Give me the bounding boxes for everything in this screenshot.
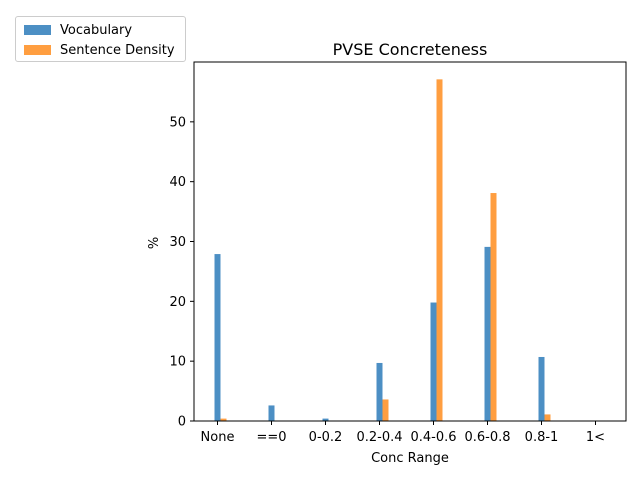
x-tick-label: 0-0.2 <box>309 430 343 445</box>
y-tick-label: 20 <box>169 295 186 310</box>
x-tick-label: 0.4-0.6 <box>410 430 456 445</box>
bar-sentence-density-5 <box>490 193 497 421</box>
bar-vocabulary-0 <box>214 254 221 421</box>
bar-vocabulary-3 <box>376 362 383 421</box>
x-tick-label: 0.8-1 <box>525 430 559 445</box>
y-tick-label: 40 <box>169 175 186 190</box>
legend-swatch-vocabulary <box>24 25 51 35</box>
legend-item-vocabulary: Vocabulary <box>24 22 132 38</box>
x-axis-label: Conc Range <box>371 451 449 466</box>
x-tick-label: None <box>201 430 235 445</box>
x-tick-label: 0.6-0.8 <box>464 430 510 445</box>
y-tick-label: 30 <box>169 235 186 250</box>
bar-vocabulary-4 <box>430 302 437 421</box>
bar-vocabulary-5 <box>484 246 491 421</box>
bar-vocabulary-6 <box>538 356 545 421</box>
bar-sentence-density-3 <box>382 399 389 421</box>
legend-label-sentence-density: Sentence Density <box>60 42 175 58</box>
bar-sentence-density-4 <box>436 79 443 421</box>
bar-sentence-density-0 <box>220 418 227 421</box>
x-tick-label: 0.2-0.4 <box>356 430 402 445</box>
bar-sentence-density-6 <box>544 414 551 421</box>
y-axis-label: % <box>147 237 162 249</box>
legend-label-vocabulary: Vocabulary <box>60 22 133 38</box>
bar-vocabulary-2 <box>322 418 329 421</box>
y-ticks-group: 0 10 20 30 40 50 <box>169 115 194 430</box>
legend-swatch-sentence-density <box>24 45 51 55</box>
y-tick-label: 0 <box>178 415 186 430</box>
x-ticks-group: None ==0 0-0.2 0.2-0.4 0.4-0.6 0.6-0.8 0.8-1 1< <box>201 421 605 445</box>
plot-frame <box>193 61 627 422</box>
chart-title: PVSE Concreteness <box>333 40 488 59</box>
y-tick-label: 10 <box>169 355 186 370</box>
legend: Vocabulary Sentence Density <box>15 16 186 62</box>
x-tick-label: 1< <box>586 430 605 445</box>
y-tick-label: 50 <box>169 115 186 130</box>
bar-vocabulary-1 <box>268 405 275 421</box>
bars-group <box>214 79 551 421</box>
x-tick-label: ==0 <box>256 430 286 445</box>
legend-item-sentence-density: Sentence Density <box>24 42 175 58</box>
